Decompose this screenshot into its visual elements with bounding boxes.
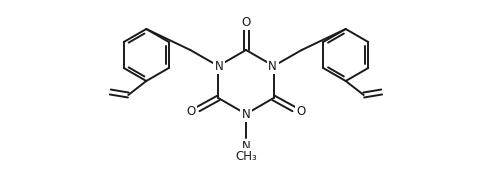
Text: O: O — [187, 105, 196, 117]
Text: CH₃: CH₃ — [235, 149, 257, 163]
Text: O: O — [242, 15, 250, 29]
Text: N: N — [242, 108, 250, 121]
Text: N: N — [242, 141, 250, 153]
Text: O: O — [296, 105, 305, 117]
Text: N: N — [268, 60, 277, 73]
Text: N: N — [215, 60, 224, 73]
